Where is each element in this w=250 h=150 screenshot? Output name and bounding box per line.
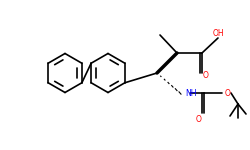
Text: O: O [225, 88, 231, 98]
Text: O: O [203, 71, 209, 80]
Text: OH: OH [212, 29, 224, 38]
Text: O: O [195, 115, 201, 124]
Text: NH: NH [185, 88, 196, 98]
